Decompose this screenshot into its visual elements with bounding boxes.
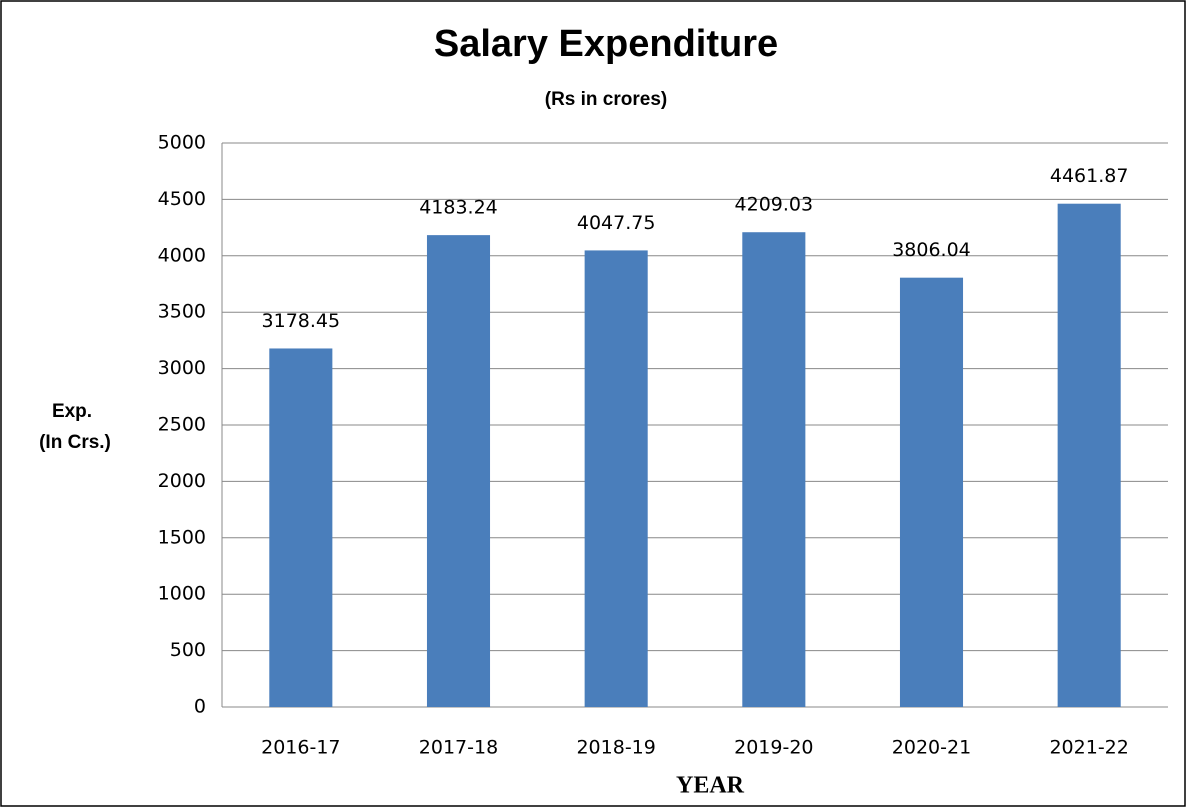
data-label: 4047.75: [577, 212, 656, 234]
y-tick-label: 1500: [158, 526, 206, 548]
data-label: 4209.03: [735, 194, 814, 216]
y-tick-label: 500: [170, 639, 206, 661]
x-tick-label: 2019-20: [734, 737, 813, 759]
y-tick-label: 2000: [158, 470, 206, 492]
y-tick-label: 4000: [158, 244, 206, 266]
data-label: 4461.87: [1050, 165, 1129, 187]
bar: [426, 235, 491, 707]
data-label: 3178.45: [262, 310, 341, 332]
y-tick-label: 0: [194, 696, 206, 718]
y-tick-label: 2500: [158, 414, 206, 436]
y-axis-label: (In Crs.): [39, 432, 111, 453]
y-tick-label: 3000: [158, 357, 206, 379]
chart-title: Salary Expenditure: [434, 23, 778, 65]
y-axis-label: Exp.: [52, 401, 92, 422]
x-axis-label: YEAR: [676, 773, 745, 799]
data-label: 4183.24: [419, 197, 498, 219]
bar: [584, 250, 648, 707]
x-tick-label: 2020-21: [892, 737, 971, 759]
bar: [1057, 203, 1121, 708]
x-tick-label: 2021-22: [1049, 737, 1128, 759]
bar: [899, 277, 964, 707]
bar: [269, 348, 333, 707]
y-tick-label: 4500: [158, 188, 206, 210]
bar: [742, 232, 806, 707]
chart-subtitle: (Rs in crores): [545, 89, 667, 110]
y-tick-label: 1000: [158, 583, 206, 605]
x-tick-label: 2018-19: [576, 737, 655, 759]
data-label: 3806.04: [892, 239, 971, 261]
x-tick-label: 2016-17: [261, 737, 340, 759]
y-tick-label: 5000: [158, 132, 206, 154]
x-tick-label: 2017-18: [419, 737, 498, 759]
y-tick-label: 3500: [158, 301, 206, 323]
